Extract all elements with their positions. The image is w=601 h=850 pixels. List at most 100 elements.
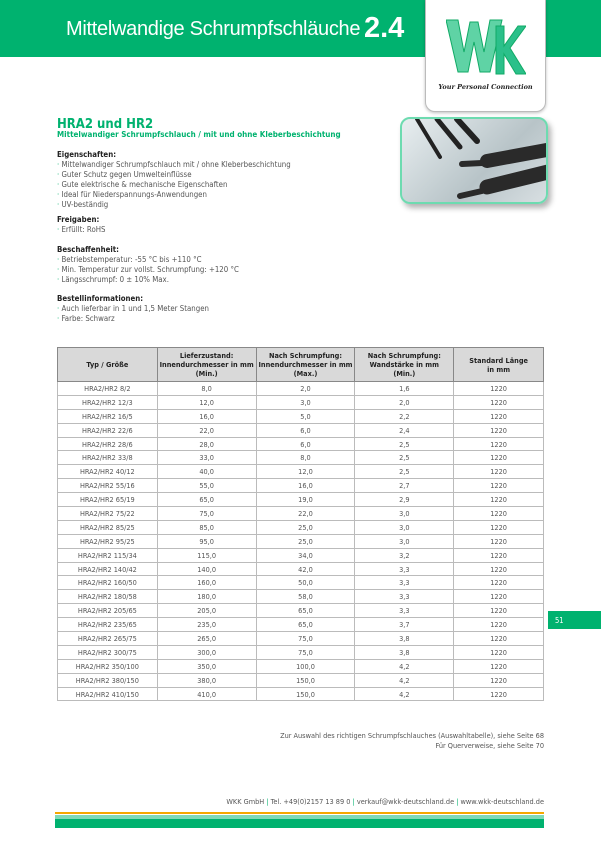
table-cell: 1220 xyxy=(453,422,544,438)
table-cell: 25,0 xyxy=(255,533,356,549)
table-row: HRA2/HR2 115/34 115,0 34,0 3,2 1220 xyxy=(57,547,544,563)
column-header: Lieferzustand: Innendurchmesser in mm (Min… xyxy=(156,347,257,382)
table-cell: 75,0 xyxy=(255,644,356,660)
table-cell: HRA2/HR2 33/8 xyxy=(57,450,158,466)
table-cell: 2,5 xyxy=(354,436,455,452)
column-header-line: Innendurchmesser in mm xyxy=(159,360,254,369)
table-cell: 140,0 xyxy=(156,561,257,577)
table-cell: 160,0 xyxy=(156,575,257,591)
table-cell: 2,5 xyxy=(354,464,455,480)
product-name: HRA2 und HR2 xyxy=(57,117,154,132)
table-cell: HRA2/HR2 55/16 xyxy=(57,478,158,494)
heat-shrink-tubes-image xyxy=(415,119,546,199)
wkk-logo-icon xyxy=(446,19,526,75)
table-cell: HRA2/HR2 380/150 xyxy=(57,672,158,688)
table-cell: 1220 xyxy=(453,436,544,452)
reference-selection-table: Zur Auswahl des richtigen Schrumpfschlau… xyxy=(280,731,544,740)
table-cell: 40,0 xyxy=(156,464,257,480)
table-cell: HRA2/HR2 12/3 xyxy=(57,394,158,410)
page-number: 51 xyxy=(548,611,601,629)
table-cell: HRA2/HR2 350/100 xyxy=(57,658,158,674)
table-cell: 42,0 xyxy=(255,561,356,577)
product-photo xyxy=(400,117,548,204)
table-cell: HRA2/HR2 265/75 xyxy=(57,631,158,646)
table-row: HRA2/HR2 75/22 75,0 22,0 3,0 1220 xyxy=(57,506,544,521)
table-row: HRA2/HR2 140/42 140,0 42,0 3,3 1220 xyxy=(57,561,544,577)
table-cell: 8,0 xyxy=(255,450,356,466)
footer-company: WKK GmbH xyxy=(226,797,265,806)
section-bestellinformationen: Bestellinformationen: Auch lieferbar in … xyxy=(57,294,209,324)
table-cell: 3,8 xyxy=(354,644,455,660)
table-cell: 300,0 xyxy=(156,644,257,660)
section-beschaffenheit: Beschaffenheit: Betriebstemperatur: -55 … xyxy=(57,245,239,285)
column-header-line: Nach Schrumpfung: xyxy=(367,351,441,360)
list-item: Auch lieferbar in 1 und 1,5 Meter Stange… xyxy=(57,304,209,314)
table-row: HRA2/HR2 410/150 410,0 150,0 4,2 1220 xyxy=(57,686,544,702)
table-cell: 180,0 xyxy=(156,589,257,605)
table-cell: 2,4 xyxy=(354,422,455,438)
column-header: Typ / Größe xyxy=(57,347,158,382)
table-cell: 4,2 xyxy=(354,672,455,688)
table-cell: 1220 xyxy=(453,575,544,591)
table-cell: 22,0 xyxy=(156,422,257,438)
table-cell: 95,0 xyxy=(156,533,257,549)
column-header-line: Lieferzustand: xyxy=(179,351,234,360)
list-item: Erfüllt: RoHS xyxy=(57,225,105,235)
table-row: HRA2/HR2 12/3 12,0 3,0 2,0 1220 xyxy=(57,394,544,410)
table-cell: 380,0 xyxy=(156,672,257,688)
footer-email[interactable]: verkauf@wkk-deutschland.de xyxy=(356,797,455,806)
table-header-row: Typ / Größe Lieferzustand: Innendurchmesse… xyxy=(57,347,544,382)
table-cell: 150,0 xyxy=(255,686,356,702)
table-row: HRA2/HR2 380/150 380,0 150,0 4,2 1220 xyxy=(57,672,544,688)
table-row: HRA2/HR2 205/65 205,0 65,0 3,3 1220 xyxy=(57,603,544,619)
table-cell: 75,0 xyxy=(255,631,356,646)
table-cell: HRA2/HR2 410/150 xyxy=(57,686,158,702)
table-row: HRA2/HR2 265/75 265,0 75,0 3,8 1220 xyxy=(57,631,544,646)
table-cell: 1220 xyxy=(453,408,544,424)
table-cell: 1220 xyxy=(453,644,544,660)
table-cell: 16,0 xyxy=(255,478,356,494)
section-heading: Bestellinformationen: xyxy=(57,294,144,303)
list-item: Ideal für Niederspannungs-Anwendungen xyxy=(57,190,291,200)
section-heading: Beschaffenheit: xyxy=(57,245,119,254)
list-item: Mittelwandiger Schrumpfschlauch mit / oh… xyxy=(57,160,290,170)
table-cell: 235,0 xyxy=(156,617,257,633)
table-cell: 3,0 xyxy=(255,394,356,410)
table-cell: HRA2/HR2 8/2 xyxy=(57,381,158,396)
table-row: HRA2/HR2 22/6 22,0 6,0 2,4 1220 xyxy=(57,422,544,438)
table-cell: 1220 xyxy=(453,506,544,521)
table-cell: 1220 xyxy=(453,394,544,410)
column-header-line: Innendurchmesser in mm xyxy=(258,360,353,369)
table-cell: 4,2 xyxy=(354,658,455,674)
chapter-number: 2.4 xyxy=(364,12,405,44)
column-header-line: Wandstärke in mm xyxy=(369,360,439,369)
footer-phone: Tel. +49(0)2157 13 89 0 xyxy=(270,797,351,806)
table-cell: HRA2/HR2 40/12 xyxy=(57,464,158,480)
table-row: HRA2/HR2 40/12 40,0 12,0 2,5 1220 xyxy=(57,464,544,480)
table-row: HRA2/HR2 95/25 95,0 25,0 3,0 1220 xyxy=(57,533,544,549)
table-cell: 25,0 xyxy=(255,519,356,535)
table-row: HRA2/HR2 28/6 28,0 6,0 2,5 1220 xyxy=(57,436,544,452)
table-cell: 205,0 xyxy=(156,603,257,619)
table-row: HRA2/HR2 350/100 350,0 100,0 4,2 1220 xyxy=(57,658,544,674)
page-title: Mittelwandige Schrumpfschläuche xyxy=(66,18,361,40)
table-cell: HRA2/HR2 235/65 xyxy=(57,617,158,633)
table-cell: 1220 xyxy=(453,381,544,396)
table-cell: HRA2/HR2 160/50 xyxy=(57,575,158,591)
table-cell: 12,0 xyxy=(156,394,257,410)
table-cell: HRA2/HR2 140/42 xyxy=(57,561,158,577)
table-cell: 1220 xyxy=(453,464,544,480)
table-cell: 3,3 xyxy=(354,575,455,591)
table-cell: 2,0 xyxy=(354,394,455,410)
table-cell: 410,0 xyxy=(156,686,257,702)
footer-website[interactable]: www.wkk-deutschland.de xyxy=(460,797,544,806)
table-cell: 1220 xyxy=(453,450,544,466)
table-cell: 85,0 xyxy=(156,519,257,535)
table-cell: 65,0 xyxy=(255,603,356,619)
table-cell: 28,0 xyxy=(156,436,257,452)
table-cell: 1220 xyxy=(453,533,544,549)
table-cell: 6,0 xyxy=(255,436,356,452)
section-freigaben: Freigaben: Erfüllt: RoHS xyxy=(57,215,105,235)
table-cell: 100,0 xyxy=(255,658,356,674)
table-cell: 3,0 xyxy=(354,533,455,549)
